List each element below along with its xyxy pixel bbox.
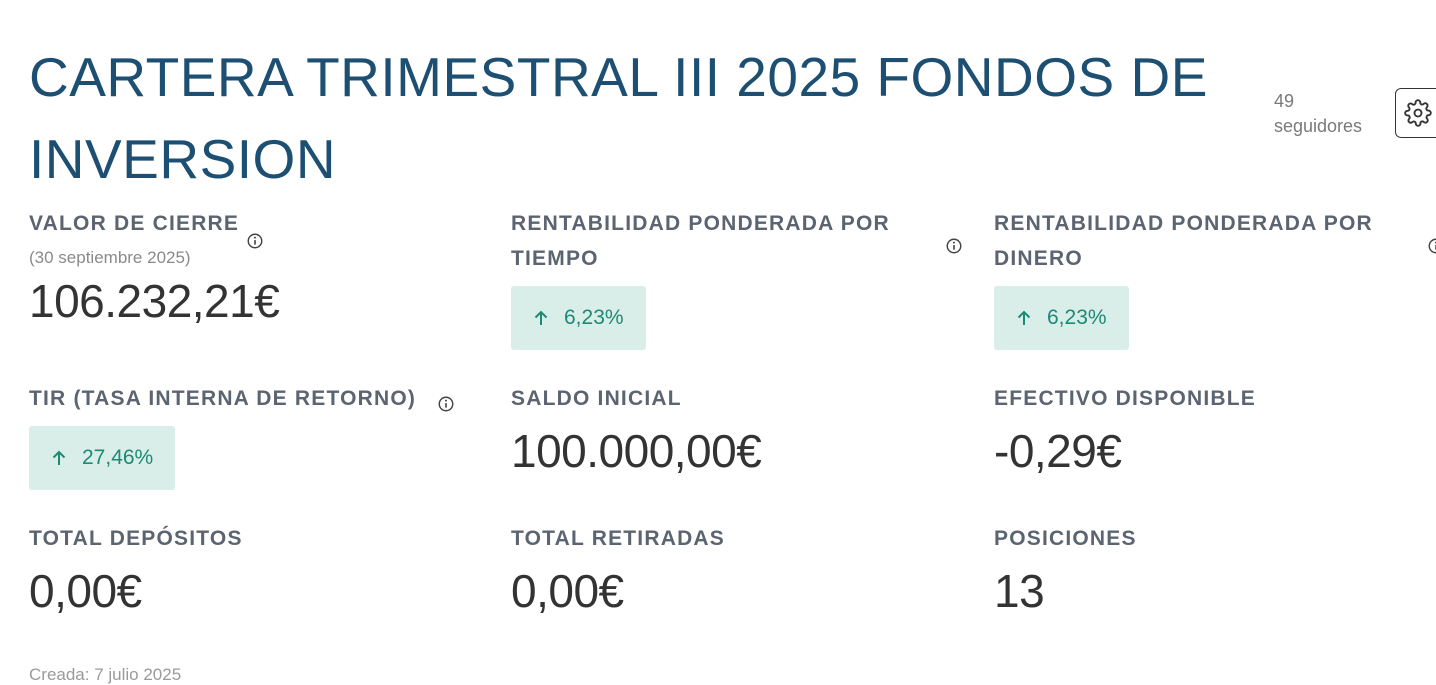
cash-available-value: -0,29€ — [994, 425, 1122, 477]
initial-balance-label: SALDO INICIAL — [511, 387, 682, 410]
page-title: CARTERA TRIMESTRAL III 2025 FONDOS DE IN… — [29, 46, 1208, 190]
positions-value: 13 — [994, 565, 1045, 617]
arrow-up-icon — [534, 310, 548, 325]
settings-button[interactable] — [1395, 88, 1436, 138]
irr-badge: 27,46% — [29, 426, 176, 490]
irr-label: TIR (TASA INTERNA DE RETORNO) — [29, 387, 417, 410]
info-icon[interactable] — [1427, 237, 1436, 255]
twr-label: RENTABILIDAD PONDERADA POR TIEMPO — [511, 212, 890, 270]
total-deposits-value: 0,00€ — [29, 565, 142, 617]
info-icon[interactable] — [246, 232, 264, 250]
followers-label: seguidores — [1274, 116, 1363, 136]
followers-count: 49 seguidores — [1274, 89, 1362, 139]
info-icon[interactable] — [945, 237, 963, 255]
closing-value-date: (30 septiembre 2025) — [29, 248, 191, 267]
twr-badge: 6,23% — [511, 286, 646, 350]
initial-balance-value: 100.000,00€ — [511, 425, 762, 477]
info-icon[interactable] — [437, 395, 455, 413]
twr-value: 6,23% — [564, 306, 624, 329]
positions-label: POSICIONES — [994, 527, 1137, 550]
irr-value: 27,46% — [82, 446, 154, 469]
mwr-badge: 6,23% — [994, 286, 1129, 350]
created-date: Creada: 7 julio 2025 — [29, 665, 182, 684]
closing-value-amount: 106.232,21€ — [29, 275, 280, 327]
cash-available-label: EFECTIVO DISPONIBLE — [994, 387, 1256, 410]
closing-value-label: VALOR DE CIERRE — [29, 212, 240, 235]
mwr-value: 6,23% — [1047, 306, 1107, 329]
mwr-label: RENTABILIDAD PONDERADA POR DINERO — [994, 212, 1373, 270]
followers-number: 49 — [1274, 91, 1295, 111]
total-withdrawals-label: TOTAL RETIRADAS — [511, 527, 726, 550]
total-deposits-label: TOTAL DEPÓSITOS — [29, 527, 243, 550]
arrow-up-icon — [52, 450, 66, 465]
gear-icon — [1404, 99, 1432, 127]
arrow-up-icon — [1017, 310, 1031, 325]
total-withdrawals-value: 0,00€ — [511, 565, 624, 617]
